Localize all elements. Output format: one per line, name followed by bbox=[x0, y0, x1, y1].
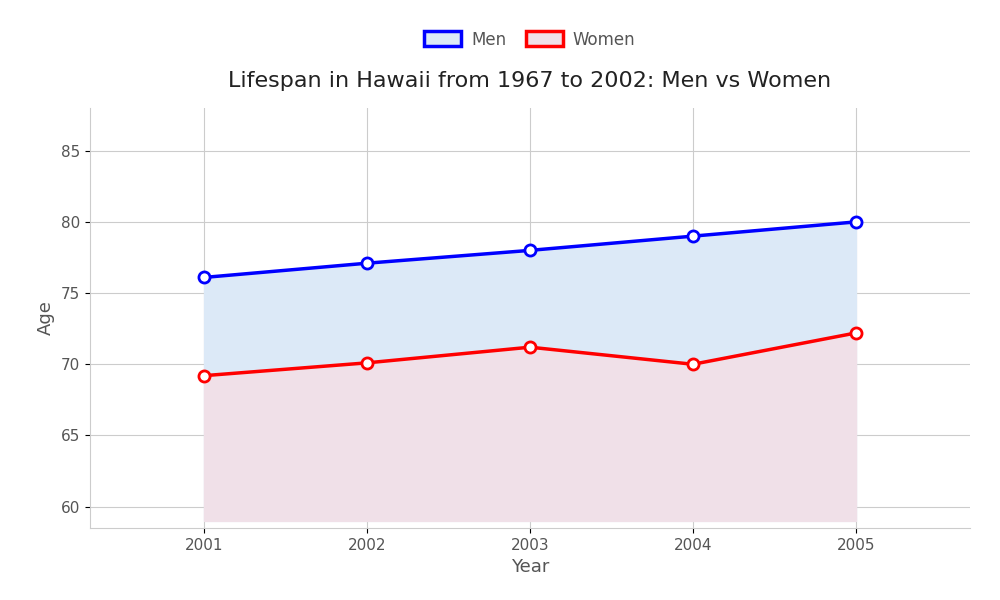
Title: Lifespan in Hawaii from 1967 to 2002: Men vs Women: Lifespan in Hawaii from 1967 to 2002: Me… bbox=[228, 71, 832, 91]
Y-axis label: Age: Age bbox=[37, 301, 55, 335]
Legend: Men, Women: Men, Women bbox=[418, 24, 642, 55]
X-axis label: Year: Year bbox=[511, 558, 549, 576]
